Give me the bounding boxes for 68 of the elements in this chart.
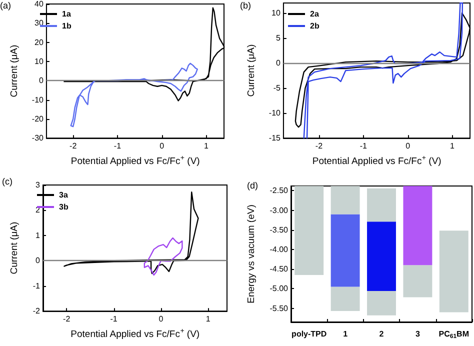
chart-title: (d) bbox=[247, 180, 258, 190]
x-tick-label: 1 bbox=[343, 330, 348, 338]
legend-label: 1b bbox=[62, 22, 72, 30]
chart-title: (a) bbox=[0, 0, 11, 10]
x-tick-label: -2 bbox=[315, 142, 324, 151]
legend-label: 3b bbox=[59, 202, 68, 212]
x-tick-label: 1 bbox=[450, 142, 456, 151]
y-axis-title: Current (μA) bbox=[246, 44, 257, 97]
y-tick-label: -2 bbox=[32, 306, 41, 316]
y-tick-label: -20 bbox=[32, 114, 44, 124]
x-tick-label: 0 bbox=[160, 142, 165, 151]
bar bbox=[330, 214, 360, 287]
y-tick-label: -5 bbox=[273, 84, 281, 93]
line-series bbox=[303, 2, 464, 139]
bar bbox=[367, 222, 396, 292]
y-tick-label: 10 bbox=[34, 56, 44, 66]
x-tick-label: -1 bbox=[114, 142, 122, 151]
x-tick-label: 0 bbox=[406, 142, 411, 151]
y-tick-label: -5.00 bbox=[270, 284, 289, 294]
y-tick-label: -30 bbox=[32, 134, 44, 143]
x-tick-label: -2 bbox=[70, 142, 78, 151]
x-tick-label: 3 bbox=[415, 330, 420, 338]
bar bbox=[439, 230, 468, 312]
y-tick-label: 0 bbox=[36, 256, 41, 266]
y-tick-label: -5.50 bbox=[270, 304, 289, 313]
chart-title: (b) bbox=[240, 0, 251, 10]
y-tick-label: 40 bbox=[34, 0, 44, 8]
y-tick-label: -4.00 bbox=[270, 244, 289, 254]
y-tick-label: 10 bbox=[272, 8, 282, 18]
chart-title: (c) bbox=[2, 176, 12, 186]
x-tick-label: -2 bbox=[63, 314, 71, 324]
bar bbox=[330, 186, 360, 214]
y-tick-label: 3 bbox=[36, 180, 41, 190]
x-tick-label: 2 bbox=[379, 330, 384, 338]
legend-label: 2b bbox=[310, 22, 320, 30]
bar bbox=[403, 186, 432, 266]
x-tick-label: 1 bbox=[206, 314, 211, 324]
legend-label: 1a bbox=[62, 10, 72, 18]
x-tick-label: 0 bbox=[158, 314, 164, 324]
y-tick-label: 1 bbox=[36, 230, 41, 240]
y-tick-label: 20 bbox=[34, 38, 44, 47]
x-tick-label: poly-TPD bbox=[292, 330, 327, 338]
x-tick-label: 1 bbox=[204, 142, 210, 151]
y-tick-label: 0 bbox=[276, 58, 282, 68]
y-axis-title: Energy vs vacuum (eV) bbox=[246, 204, 257, 304]
y-tick-label: -1 bbox=[32, 281, 41, 290]
y-tick-label: 0 bbox=[39, 76, 44, 86]
legend-label: 2a bbox=[310, 10, 320, 18]
bar bbox=[367, 291, 396, 316]
y-tick-label: -10 bbox=[32, 95, 44, 104]
line-series bbox=[144, 237, 183, 276]
bar bbox=[294, 186, 324, 275]
legend-label: 3a bbox=[59, 190, 68, 200]
x-tick-label: -1 bbox=[110, 314, 118, 324]
bar bbox=[403, 265, 432, 298]
bar bbox=[330, 286, 360, 312]
x-tick-label: -1 bbox=[360, 142, 368, 151]
line-series bbox=[70, 62, 198, 128]
y-tick-label: -2.50 bbox=[270, 186, 289, 196]
y-axis-title: Current (μA) bbox=[9, 222, 20, 274]
y-tick-label: -15 bbox=[268, 134, 282, 143]
bar bbox=[367, 188, 396, 222]
y-tick-label: -10 bbox=[268, 108, 282, 118]
y-axis-title: Current (μA) bbox=[9, 44, 20, 98]
y-tick-label: 5 bbox=[276, 34, 282, 43]
y-tick-label: -3.50 bbox=[270, 225, 289, 234]
y-tick-label: -3.00 bbox=[270, 206, 289, 215]
y-tick-label: -4.50 bbox=[270, 264, 289, 274]
